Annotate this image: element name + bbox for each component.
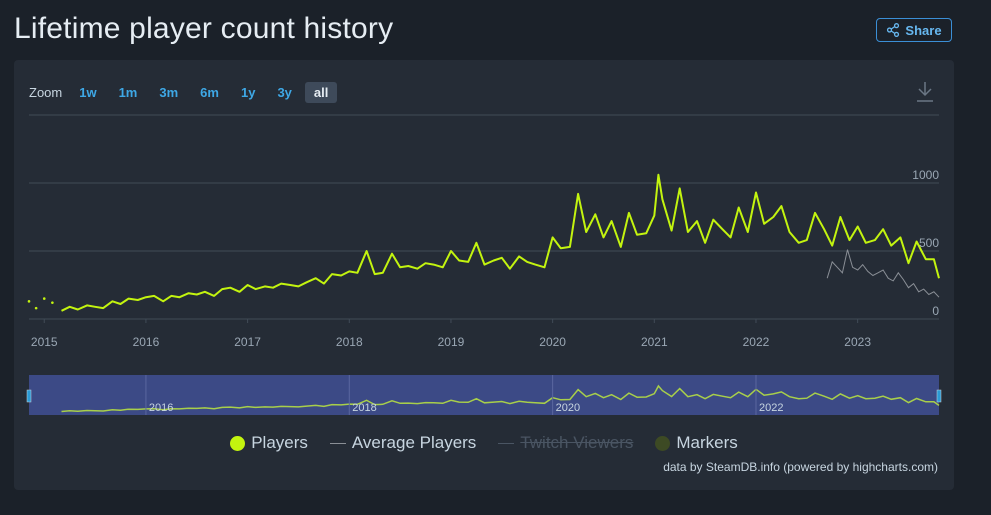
zoom-all-button[interactable]: all: [304, 82, 338, 103]
x-tick-label: 2023: [844, 335, 871, 349]
navigator-right-handle: [936, 389, 942, 403]
share-label: Share: [905, 22, 942, 38]
player-data-point: [42, 297, 46, 300]
player-data-point: [27, 300, 31, 303]
markers-dot-icon: [655, 435, 671, 451]
player-data-point: [34, 306, 38, 310]
x-tick-label: 2022: [743, 335, 770, 349]
twitch-line-icon: [498, 442, 515, 444]
players-line: [61, 173, 940, 312]
zoom-6m-button[interactable]: 6m: [200, 85, 219, 100]
navigator-left-handle: [26, 389, 32, 403]
legend-players[interactable]: Players: [230, 433, 308, 453]
navigator-tick-label: 2016: [149, 402, 173, 414]
legend-markers[interactable]: Markers: [655, 433, 738, 453]
navigator-tick-label: 2020: [556, 402, 580, 414]
zoom-3y-button[interactable]: 3y: [277, 85, 292, 100]
y-tick-label: 1000: [912, 168, 939, 182]
zoom-1w-button[interactable]: 1w: [79, 85, 97, 100]
page-title: Lifetime player count history: [14, 12, 394, 45]
x-tick-label: 2017: [234, 335, 261, 349]
legend-markers-label: Markers: [676, 433, 738, 452]
share-button[interactable]: Share: [876, 18, 952, 42]
x-tick-label: 2020: [539, 335, 566, 349]
y-tick-label: 500: [919, 236, 939, 250]
legend-average-players[interactable]: Average Players: [329, 433, 477, 453]
x-tick-label: 2016: [133, 335, 160, 349]
average-players-line: [826, 249, 940, 298]
player-count-chart[interactable]: 0 500 1000 2015 2016 2017 2018 2019 2020 2021 2022…: [14, 60, 954, 490]
players-dot-icon: [230, 435, 246, 451]
x-tick-label: 2018: [336, 335, 363, 349]
legend-twitch-viewers[interactable]: Twitch Viewers: [498, 433, 633, 453]
x-tick-label: 2015: [31, 335, 58, 349]
legend-average-label: Average Players: [351, 433, 477, 452]
zoom-3m-button[interactable]: 3m: [159, 85, 179, 100]
x-tick-label: 2019: [438, 335, 465, 349]
download-icon[interactable]: [914, 80, 936, 104]
legend-players-label: Players: [251, 433, 308, 452]
x-tick-label: 2021: [641, 335, 668, 349]
navigator-line: [61, 384, 940, 413]
y-tick-label: 0: [932, 304, 939, 318]
player-data-point: [51, 301, 54, 304]
chart-panel: 0 500 1000 2015 2016 2017 2018 2019 2020 2021 2022…: [14, 60, 954, 490]
legend: Players Average Players Twitch Viewers M…: [14, 433, 954, 453]
zoom-label: Zoom: [29, 85, 63, 100]
average-line-icon: [329, 442, 346, 444]
navigator-tick-label: 2022: [759, 402, 783, 414]
zoom-1y-button[interactable]: 1y: [240, 85, 256, 100]
zoom-1m-button[interactable]: 1m: [118, 85, 138, 100]
legend-twitch-label: Twitch Viewers: [520, 433, 634, 452]
share-icon: [887, 23, 900, 37]
navigator-tick-label: 2018: [352, 402, 376, 414]
zoom-bar: Zoom 1w 1m 3m 6m 1y 3y all: [29, 82, 341, 103]
credits: data by SteamDB.info (powered by highcha…: [663, 460, 938, 474]
